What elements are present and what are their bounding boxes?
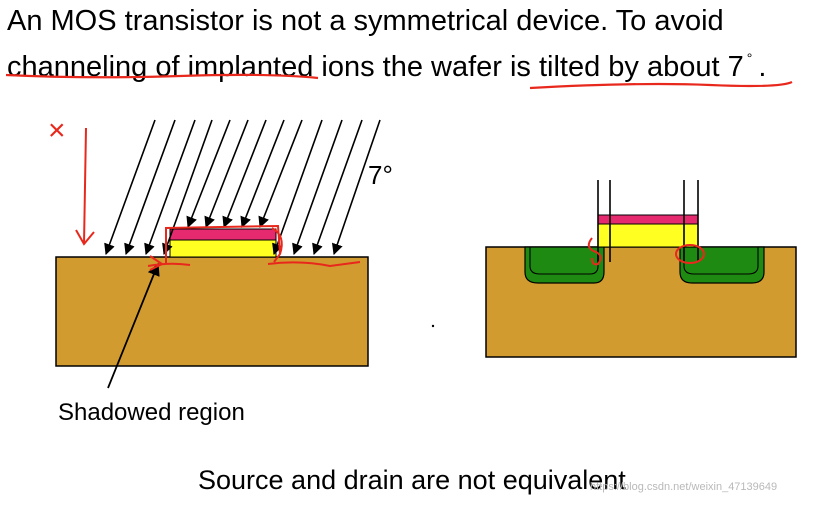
right-handwritten-annotations bbox=[587, 237, 705, 266]
source-implant-region bbox=[524, 246, 605, 284]
intro-text: An MOS transistor is not a symmetrical d… bbox=[7, 3, 827, 86]
right-gate-poly bbox=[597, 214, 699, 225]
watermark: https://blog.csdn.net/weixin_47139649 bbox=[590, 481, 778, 493]
annotation-vertical-arrow bbox=[75, 127, 95, 246]
ion-arrow bbox=[292, 119, 343, 256]
ion-arrow bbox=[186, 119, 231, 229]
footer-caption: Source and drain are not equivalent bbox=[198, 465, 626, 495]
shadowed-region-label: Shadowed region bbox=[58, 399, 245, 426]
source-junction-edge bbox=[529, 247, 599, 275]
ion-arrow bbox=[144, 119, 196, 256]
left-substrate bbox=[55, 256, 369, 367]
annotation-gate-outline bbox=[165, 224, 282, 264]
ion-arrow bbox=[240, 119, 285, 229]
tilt-angle-label: 7° bbox=[368, 160, 393, 190]
shadowed-region-pointer bbox=[107, 262, 160, 389]
ion-arrow bbox=[258, 119, 303, 229]
drain-implant-region bbox=[679, 246, 765, 284]
ion-arrow bbox=[104, 119, 156, 256]
ion-arrow bbox=[272, 119, 323, 256]
left-gate-oxide bbox=[169, 239, 277, 258]
intro-line-1: An MOS transistor is not a symmetrical d… bbox=[7, 5, 724, 37]
ion-beam-arrows bbox=[104, 119, 381, 256]
annotation-stroke bbox=[271, 227, 283, 255]
right-gate-oxide bbox=[597, 223, 699, 248]
annotation-stroke bbox=[149, 255, 164, 271]
underline-tilted bbox=[529, 80, 793, 90]
drain-junction-edge bbox=[683, 247, 759, 275]
annotation-x-mark: × bbox=[48, 114, 66, 147]
left-gate-poly bbox=[169, 228, 277, 241]
annotation-squiggle bbox=[587, 237, 602, 266]
ion-arrow bbox=[222, 119, 267, 229]
intro-period: . bbox=[758, 51, 767, 83]
left-handwritten-annotations bbox=[75, 127, 361, 271]
ion-arrow bbox=[331, 119, 381, 256]
ion-arrow bbox=[162, 119, 213, 256]
ion-arrow bbox=[204, 119, 249, 229]
gate-sidewall-lines bbox=[597, 180, 699, 262]
degree-mark: ° bbox=[746, 50, 753, 66]
annotation-circle bbox=[675, 244, 705, 264]
annotation-surface-line bbox=[147, 261, 361, 268]
ion-arrow bbox=[124, 119, 176, 256]
stray-dot bbox=[431, 324, 435, 328]
ion-arrow bbox=[312, 119, 363, 256]
underline-channeling bbox=[5, 73, 319, 80]
